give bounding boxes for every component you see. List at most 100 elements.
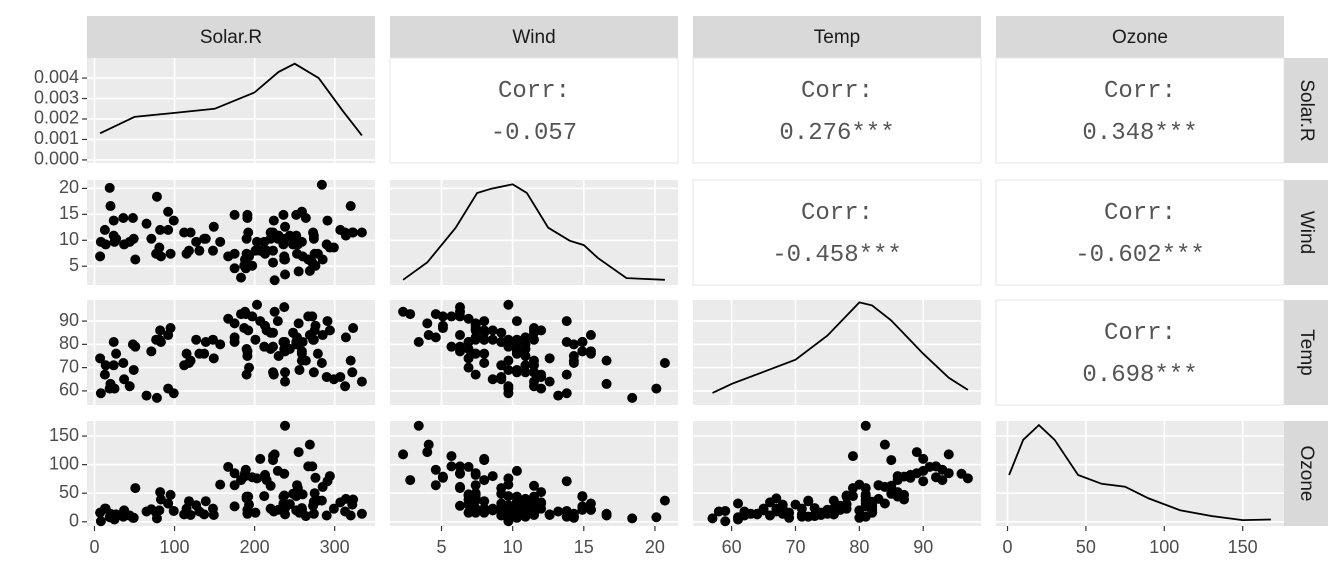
y-tick-label: 0.001 <box>34 128 79 148</box>
point <box>119 239 130 250</box>
point <box>340 332 351 343</box>
point <box>585 504 596 515</box>
point <box>463 499 474 510</box>
point <box>280 233 291 244</box>
point <box>585 348 596 359</box>
point <box>345 510 356 521</box>
point <box>860 420 871 431</box>
point <box>322 316 333 327</box>
point <box>128 512 139 523</box>
point <box>520 350 531 361</box>
point <box>470 469 481 480</box>
strip-top <box>693 16 981 58</box>
point <box>191 334 202 345</box>
strip-label: Ozone <box>1112 27 1168 48</box>
point <box>163 206 174 217</box>
corr-label: Corr: <box>498 78 570 105</box>
panel-bg <box>390 180 678 285</box>
strip-label: Wind <box>512 27 555 48</box>
point <box>835 500 846 511</box>
point <box>316 357 327 368</box>
point <box>520 504 531 515</box>
point <box>479 316 490 327</box>
point <box>764 497 775 508</box>
x-tick-label: 0 <box>1003 537 1013 557</box>
point <box>455 346 466 357</box>
point <box>529 360 539 371</box>
point <box>345 355 356 366</box>
point <box>437 323 448 334</box>
point <box>151 191 162 202</box>
point <box>141 218 152 229</box>
point <box>308 508 319 519</box>
point <box>413 337 424 348</box>
point <box>659 357 670 368</box>
point <box>279 302 290 313</box>
point <box>119 374 130 385</box>
strip-top <box>996 16 1284 58</box>
point <box>601 508 612 519</box>
point <box>503 491 514 502</box>
point <box>215 236 226 247</box>
point <box>784 512 795 523</box>
y-tick-label: 80 <box>59 333 79 353</box>
point <box>867 507 878 518</box>
point <box>430 480 441 491</box>
corr-label: Corr: <box>801 200 873 227</box>
point <box>151 334 162 345</box>
point <box>242 350 253 361</box>
point <box>479 475 490 486</box>
point <box>128 364 139 375</box>
point <box>163 330 174 341</box>
y-tick-label: 0 <box>69 511 79 531</box>
point <box>179 360 190 371</box>
point <box>269 306 280 317</box>
point <box>268 215 279 226</box>
point <box>886 455 897 466</box>
point <box>463 490 474 501</box>
point <box>487 471 498 482</box>
point <box>479 325 490 336</box>
y-tick-label: 150 <box>49 425 79 445</box>
point <box>803 495 814 506</box>
point <box>250 334 261 345</box>
point <box>293 447 304 458</box>
point <box>229 337 240 348</box>
point <box>899 489 910 500</box>
density-line <box>1008 423 1271 522</box>
x-tick-label: 20 <box>645 537 665 557</box>
point <box>356 227 367 238</box>
point <box>937 464 948 475</box>
point <box>340 493 351 504</box>
strip-label: Ozone <box>1296 446 1317 502</box>
point <box>293 266 304 277</box>
point <box>561 388 572 399</box>
point <box>168 505 179 516</box>
point <box>307 311 318 322</box>
corr-label: Corr: <box>1104 200 1176 227</box>
x-tick-label: 80 <box>849 537 869 557</box>
point <box>422 318 433 329</box>
point <box>179 227 190 238</box>
point <box>529 376 539 387</box>
point <box>244 362 255 373</box>
point <box>479 496 490 507</box>
point <box>328 503 339 514</box>
point <box>292 248 303 259</box>
point <box>496 503 507 514</box>
point <box>422 447 433 458</box>
point <box>244 251 255 262</box>
point <box>240 464 251 475</box>
point <box>430 309 441 320</box>
point <box>105 508 116 519</box>
point <box>269 275 280 286</box>
point <box>100 360 111 371</box>
point <box>118 357 129 368</box>
corr-value: 0.276*** <box>779 120 894 147</box>
point <box>470 369 481 380</box>
x-tick-label: 150 <box>1228 537 1258 557</box>
point <box>356 376 367 387</box>
point <box>124 381 135 392</box>
point <box>335 371 346 382</box>
point <box>229 209 240 220</box>
